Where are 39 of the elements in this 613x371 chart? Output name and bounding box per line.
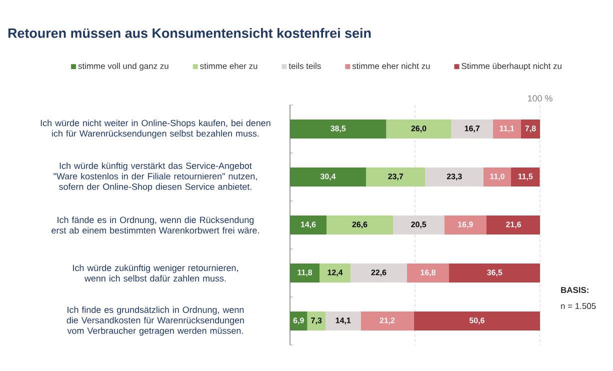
- bar: [414, 312, 540, 331]
- bar: [484, 168, 512, 187]
- bar: [360, 312, 414, 331]
- bar: [393, 216, 444, 235]
- x-tick-label: 100 %: [528, 95, 552, 102]
- bar: [307, 312, 326, 331]
- bar: [290, 120, 386, 139]
- legend-label: stimme eher zu: [200, 62, 258, 70]
- legend-label: teils teils: [288, 62, 321, 70]
- bar: [326, 216, 394, 235]
- bar: [444, 216, 487, 235]
- bar: [520, 120, 540, 139]
- bar: [350, 264, 408, 283]
- y-tick-label: Ich würde zukünftig weniger retournieren, wenn ich selbst dafür zahlen muss.: [73, 264, 238, 282]
- legend-label: stimme voll und ganz zu: [78, 62, 168, 71]
- bar: [326, 312, 361, 331]
- y-tick-label: Ich würde künftig verstärkt das Service-Angebot "Ware kostenlos in der Filiale retournieren" nutzen, sofern der Online-Shop diesen Service anbietet.: [54, 162, 257, 192]
- bar: [449, 264, 540, 283]
- text: BASIS:: [561, 287, 588, 293]
- text: n = 1.505: [561, 303, 596, 309]
- legend-label: Stimme überhaupt nicht zu: [462, 62, 562, 71]
- bar: [290, 168, 366, 187]
- bar: [511, 168, 540, 187]
- bar: [366, 168, 426, 187]
- bar: [386, 120, 452, 139]
- bar: [290, 312, 308, 331]
- y-tick-label: Ich finde es grundsätzlich in Ordnung, wenn die Versandkosten für Warenrücksendungen vom Verbraucher getragen werden müssen.: [66, 306, 244, 336]
- legend-label: stimme eher nicht zu: [352, 62, 430, 70]
- bar: [486, 216, 540, 235]
- y-tick-label: Ich würde nicht weiter in Online-Shops kaufen, bei denen ich für Warenrücksendungen selbst bezahlen muss.: [40, 120, 270, 138]
- bar: [290, 264, 320, 283]
- bar: [493, 120, 521, 139]
- bar: [290, 216, 327, 235]
- bar: [407, 264, 450, 283]
- bar: [320, 264, 351, 283]
- chart-title: Retouren müssen aus Konsumentensicht kostenfrei sein: [8, 28, 371, 38]
- bar: [425, 168, 484, 187]
- bar: [451, 120, 494, 139]
- y-tick-label: Ich fände es in Ordnung, wenn die Rücksendung erst ab einem bestimmten Warenkorbwert frei wäre.: [52, 216, 259, 234]
